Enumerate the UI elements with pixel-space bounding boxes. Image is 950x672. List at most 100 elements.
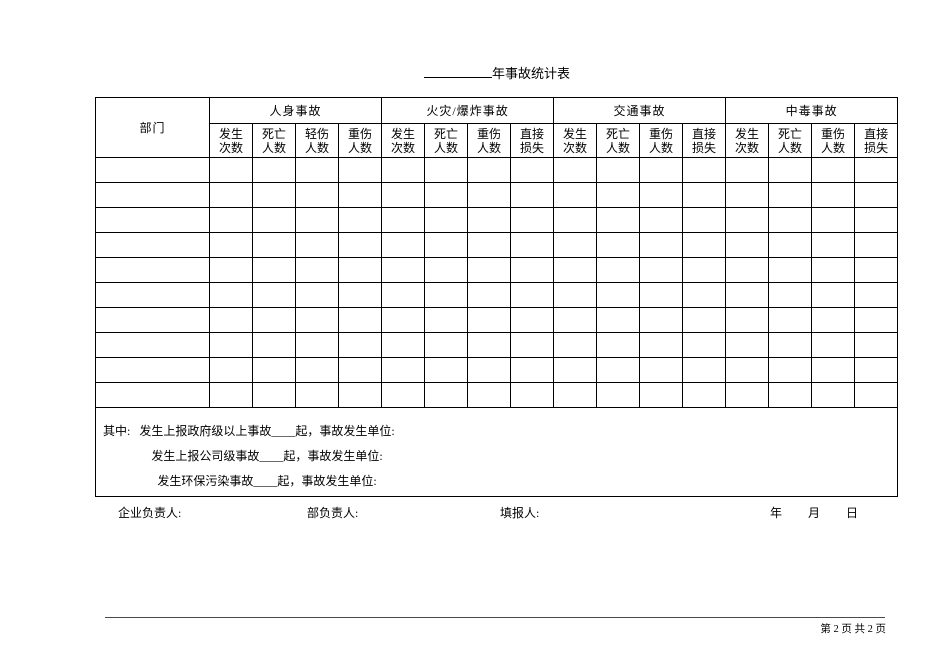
stat-value-cell[interactable]: [337, 182, 383, 208]
stat-value-cell[interactable]: [854, 307, 899, 333]
stat-value-cell[interactable]: [596, 382, 641, 408]
stat-value-cell[interactable]: [252, 232, 296, 258]
stat-value-cell[interactable]: [295, 207, 339, 233]
stat-value-cell[interactable]: [768, 332, 813, 358]
stat-value-cell[interactable]: [768, 382, 813, 408]
stat-value-cell[interactable]: [337, 157, 383, 183]
stat-value-cell[interactable]: [337, 207, 383, 233]
dept-name-cell[interactable]: [95, 382, 210, 408]
stat-value-cell[interactable]: [209, 357, 253, 383]
stat-value-cell[interactable]: [682, 207, 727, 233]
stat-value-cell[interactable]: [295, 182, 339, 208]
stat-value-cell[interactable]: [553, 307, 598, 333]
stat-value-cell[interactable]: [854, 157, 899, 183]
dept-name-cell[interactable]: [95, 307, 210, 333]
stat-value-cell[interactable]: [381, 207, 426, 233]
stat-value-cell[interactable]: [768, 232, 813, 258]
stat-value-cell[interactable]: [337, 307, 383, 333]
stat-value-cell[interactable]: [639, 382, 684, 408]
stat-value-cell[interactable]: [467, 332, 512, 358]
stat-value-cell[interactable]: [639, 182, 684, 208]
stat-value-cell[interactable]: [337, 232, 383, 258]
stat-value-cell[interactable]: [295, 332, 339, 358]
stat-value-cell[interactable]: [768, 182, 813, 208]
stat-value-cell[interactable]: [337, 382, 383, 408]
stat-value-cell[interactable]: [596, 332, 641, 358]
stat-value-cell[interactable]: [510, 232, 555, 258]
stat-value-cell[interactable]: [295, 307, 339, 333]
stat-value-cell[interactable]: [768, 157, 813, 183]
stat-value-cell[interactable]: [467, 182, 512, 208]
stat-value-cell[interactable]: [682, 157, 727, 183]
stat-value-cell[interactable]: [596, 157, 641, 183]
note-line-government[interactable]: 发生上报政府级以上事故____起，事故发生单位:: [139, 424, 395, 438]
stat-value-cell[interactable]: [639, 332, 684, 358]
stat-value-cell[interactable]: [768, 207, 813, 233]
stat-value-cell[interactable]: [596, 182, 641, 208]
stat-value-cell[interactable]: [639, 257, 684, 283]
stat-value-cell[interactable]: [553, 282, 598, 308]
stat-value-cell[interactable]: [553, 157, 598, 183]
stat-value-cell[interactable]: [252, 307, 296, 333]
dept-name-cell[interactable]: [95, 282, 210, 308]
stat-value-cell[interactable]: [725, 232, 770, 258]
stat-value-cell[interactable]: [510, 157, 555, 183]
stat-value-cell[interactable]: [725, 357, 770, 383]
stat-value-cell[interactable]: [682, 282, 727, 308]
stat-value-cell[interactable]: [467, 357, 512, 383]
stat-value-cell[interactable]: [510, 307, 555, 333]
stat-value-cell[interactable]: [467, 307, 512, 333]
dept-name-cell[interactable]: [95, 232, 210, 258]
stat-value-cell[interactable]: [510, 357, 555, 383]
note-line-company[interactable]: 发生上报公司级事故____起，事故发生单位:: [151, 449, 383, 463]
stat-value-cell[interactable]: [596, 257, 641, 283]
stat-value-cell[interactable]: [381, 382, 426, 408]
stat-value-cell[interactable]: [252, 357, 296, 383]
stat-value-cell[interactable]: [424, 332, 469, 358]
stat-value-cell[interactable]: [811, 332, 856, 358]
stat-value-cell[interactable]: [424, 282, 469, 308]
stat-value-cell[interactable]: [854, 382, 899, 408]
stat-value-cell[interactable]: [209, 382, 253, 408]
stat-value-cell[interactable]: [381, 307, 426, 333]
stat-value-cell[interactable]: [811, 257, 856, 283]
stat-value-cell[interactable]: [854, 332, 899, 358]
stat-value-cell[interactable]: [424, 382, 469, 408]
stat-value-cell[interactable]: [467, 207, 512, 233]
stat-value-cell[interactable]: [682, 357, 727, 383]
stat-value-cell[interactable]: [510, 257, 555, 283]
stat-value-cell[interactable]: [381, 332, 426, 358]
stat-value-cell[interactable]: [596, 307, 641, 333]
dept-name-cell[interactable]: [95, 257, 210, 283]
stat-value-cell[interactable]: [381, 182, 426, 208]
stat-value-cell[interactable]: [424, 207, 469, 233]
stat-value-cell[interactable]: [252, 332, 296, 358]
stat-value-cell[interactable]: [209, 157, 253, 183]
stat-value-cell[interactable]: [811, 207, 856, 233]
stat-value-cell[interactable]: [209, 232, 253, 258]
stat-value-cell[interactable]: [295, 157, 339, 183]
stat-value-cell[interactable]: [682, 332, 727, 358]
stat-value-cell[interactable]: [467, 382, 512, 408]
stat-value-cell[interactable]: [639, 282, 684, 308]
stat-value-cell[interactable]: [424, 182, 469, 208]
stat-value-cell[interactable]: [295, 257, 339, 283]
stat-value-cell[interactable]: [424, 307, 469, 333]
stat-value-cell[interactable]: [639, 307, 684, 333]
stat-value-cell[interactable]: [510, 332, 555, 358]
stat-value-cell[interactable]: [381, 282, 426, 308]
stat-value-cell[interactable]: [682, 382, 727, 408]
stat-value-cell[interactable]: [209, 182, 253, 208]
note-line-environment[interactable]: 发生环保污染事故____起，事故发生单位:: [157, 474, 377, 488]
stat-value-cell[interactable]: [811, 232, 856, 258]
stat-value-cell[interactable]: [424, 357, 469, 383]
stat-value-cell[interactable]: [725, 282, 770, 308]
title-year-blank[interactable]: [424, 64, 492, 78]
dept-name-cell[interactable]: [95, 182, 210, 208]
stat-value-cell[interactable]: [854, 182, 899, 208]
stat-value-cell[interactable]: [295, 382, 339, 408]
stat-value-cell[interactable]: [510, 382, 555, 408]
stat-value-cell[interactable]: [725, 307, 770, 333]
stat-value-cell[interactable]: [467, 257, 512, 283]
stat-value-cell[interactable]: [553, 207, 598, 233]
